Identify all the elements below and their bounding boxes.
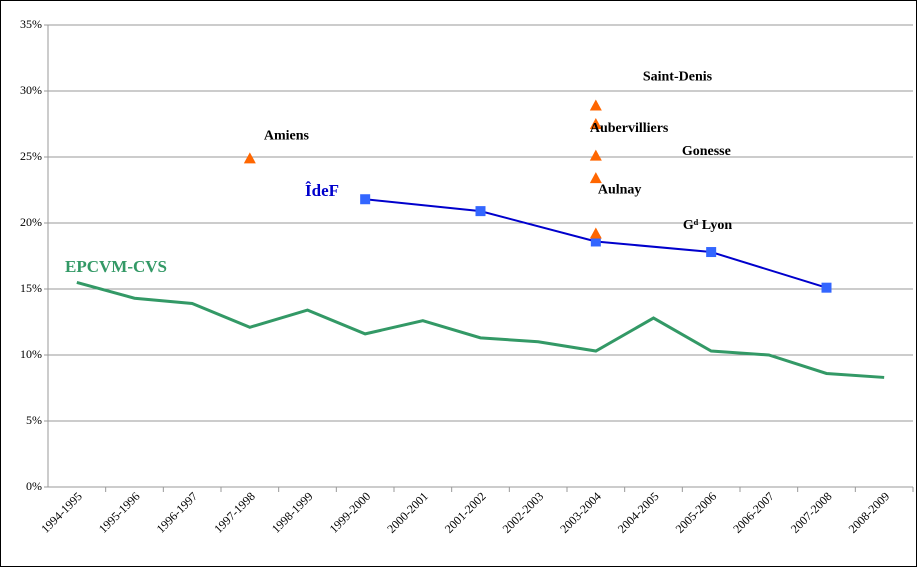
y-tick-label: 15% <box>20 281 42 295</box>
triangle-marker <box>589 149 602 161</box>
series-label: ÎdeF <box>305 181 339 200</box>
point-label: Gᵈ Lyon <box>683 218 733 233</box>
triangle-marker <box>589 172 602 184</box>
series-label: EPCVM-CVS <box>65 257 167 276</box>
y-tick-label: 35% <box>20 17 42 31</box>
y-tick-label: 10% <box>20 347 42 361</box>
marker <box>475 206 486 217</box>
triangle-marker <box>243 152 256 164</box>
marker <box>706 247 717 258</box>
point-label: Saint-Denis <box>643 70 713 85</box>
line <box>76 280 885 379</box>
marker <box>590 236 601 247</box>
point-label: Aubervilliers <box>590 121 669 136</box>
y-tick-label: 5% <box>26 413 42 427</box>
y-tick-label: 25% <box>20 149 42 163</box>
triangle-marker <box>589 99 602 111</box>
point-label: Amiens <box>264 129 310 144</box>
triangle-marker <box>589 227 602 239</box>
y-tick-label: 20% <box>20 215 42 229</box>
marker <box>821 282 832 293</box>
y-tick-label: 0% <box>26 479 42 493</box>
y-tick-label: 30% <box>20 83 42 97</box>
triangle-marker <box>589 118 602 129</box>
marker <box>360 194 371 205</box>
point-label: Gonesse <box>682 144 731 159</box>
point-label: Aulnay <box>598 182 642 197</box>
